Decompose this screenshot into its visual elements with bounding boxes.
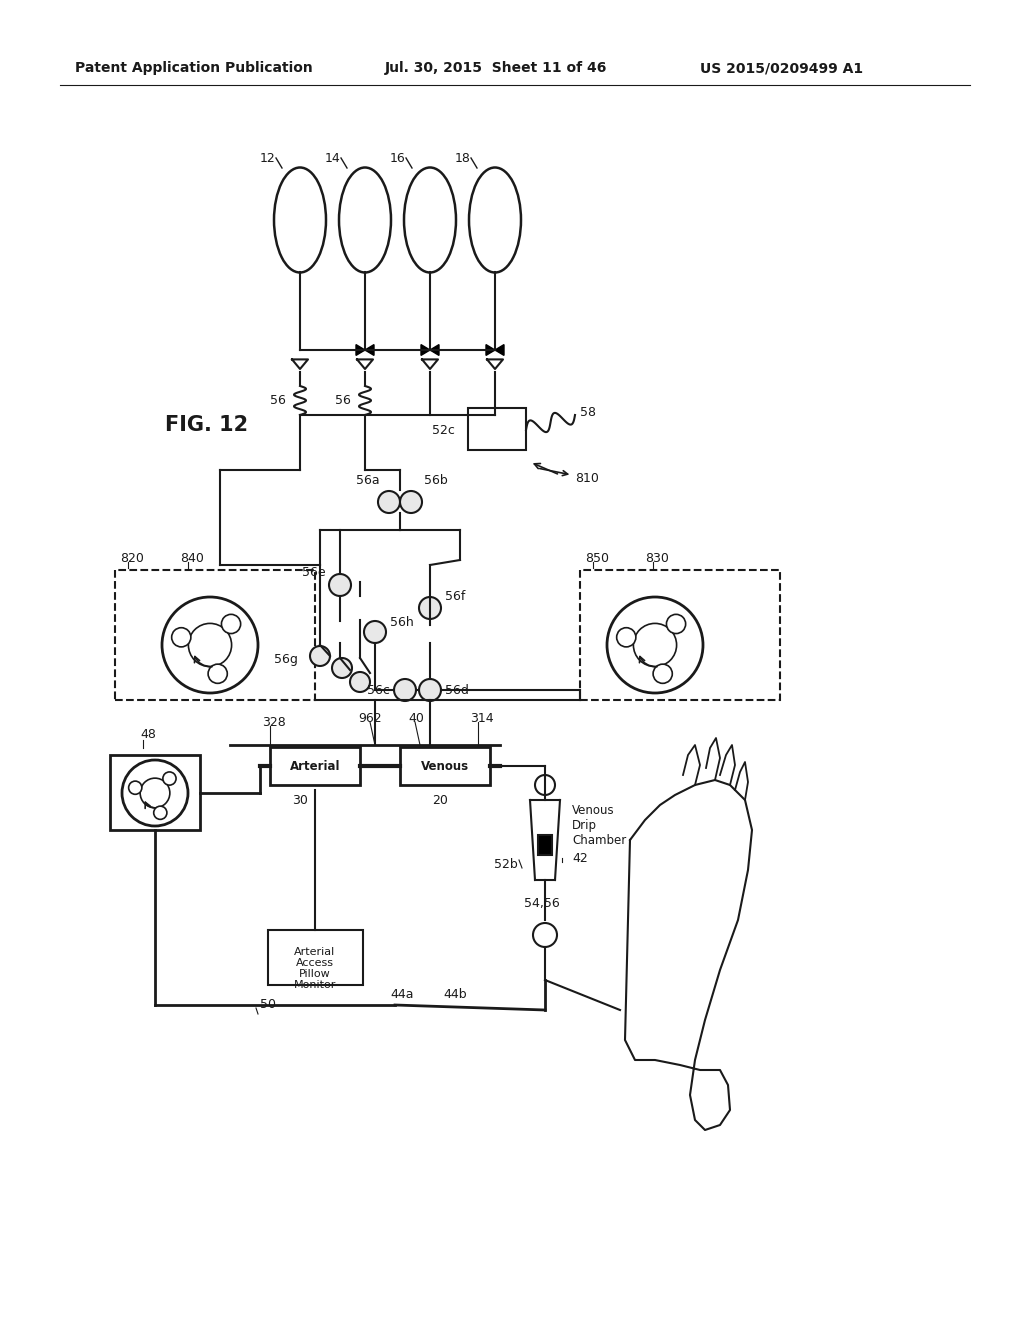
Text: Arterial: Arterial: [290, 760, 340, 774]
Bar: [115, 570, 315, 700]
Text: 56c: 56c: [368, 684, 390, 697]
Text: US 2015/0209499 A1: US 2015/0209499 A1: [700, 61, 863, 75]
Bar: [468, 408, 526, 450]
Circle shape: [378, 491, 400, 513]
Text: 56a: 56a: [356, 474, 380, 487]
Text: 50: 50: [260, 998, 276, 1011]
Text: 56: 56: [335, 393, 351, 407]
Circle shape: [208, 664, 227, 684]
Text: 962: 962: [358, 711, 382, 725]
Circle shape: [163, 772, 176, 785]
Text: Pillow: Pillow: [299, 969, 331, 979]
Text: Chamber: Chamber: [572, 833, 627, 846]
Text: 314: 314: [470, 711, 494, 725]
Bar: [268, 931, 362, 985]
Text: Venous: Venous: [572, 804, 614, 817]
Circle shape: [400, 491, 422, 513]
Text: Patent Application Publication: Patent Application Publication: [75, 61, 312, 75]
Circle shape: [616, 628, 636, 647]
Text: 830: 830: [645, 552, 669, 565]
Text: Access: Access: [296, 958, 334, 968]
Text: 52c: 52c: [432, 424, 455, 437]
Text: 52b: 52b: [495, 858, 518, 871]
Circle shape: [310, 645, 330, 667]
Text: 54,56: 54,56: [524, 896, 560, 909]
Text: 820: 820: [120, 552, 144, 565]
Polygon shape: [495, 345, 504, 355]
Text: 56h: 56h: [390, 615, 414, 628]
Text: 42: 42: [572, 851, 588, 865]
Text: 850: 850: [585, 552, 609, 565]
Bar: [580, 570, 780, 700]
Text: 40: 40: [408, 711, 424, 725]
Text: Arterial: Arterial: [294, 946, 336, 957]
Text: 56f: 56f: [445, 590, 465, 603]
Text: 56d: 56d: [445, 684, 469, 697]
Circle shape: [129, 781, 142, 795]
Polygon shape: [421, 345, 430, 355]
Text: 328: 328: [262, 715, 286, 729]
Circle shape: [332, 657, 352, 678]
Bar: [400, 747, 490, 785]
Text: Monitor: Monitor: [294, 979, 336, 990]
Text: 44a: 44a: [390, 989, 414, 1002]
Text: 810: 810: [540, 469, 599, 484]
Text: Drip: Drip: [572, 818, 597, 832]
Text: FIG. 12: FIG. 12: [165, 414, 248, 436]
Text: Jul. 30, 2015  Sheet 11 of 46: Jul. 30, 2015 Sheet 11 of 46: [385, 61, 607, 75]
Circle shape: [394, 678, 416, 701]
Text: 20: 20: [432, 793, 447, 807]
Polygon shape: [356, 345, 365, 355]
Text: 56e: 56e: [302, 565, 326, 578]
Text: 56g: 56g: [274, 653, 298, 667]
Bar: [270, 747, 360, 785]
Text: 18: 18: [455, 152, 471, 165]
Text: 30: 30: [292, 793, 308, 807]
Circle shape: [653, 664, 673, 684]
Text: 44b: 44b: [443, 989, 467, 1002]
Text: 840: 840: [180, 552, 204, 565]
Circle shape: [350, 672, 370, 692]
Text: 14: 14: [326, 152, 341, 165]
Bar: [110, 755, 200, 830]
Bar: [538, 836, 552, 855]
Text: Venous: Venous: [421, 760, 469, 774]
Text: 48: 48: [140, 729, 156, 742]
Text: 58: 58: [580, 407, 596, 420]
Circle shape: [419, 597, 441, 619]
Polygon shape: [430, 345, 439, 355]
Circle shape: [419, 678, 441, 701]
Polygon shape: [365, 345, 374, 355]
Circle shape: [221, 614, 241, 634]
Text: 16: 16: [390, 152, 406, 165]
Circle shape: [364, 620, 386, 643]
Text: 56b: 56b: [424, 474, 447, 487]
Polygon shape: [486, 345, 495, 355]
Circle shape: [154, 807, 167, 820]
Circle shape: [172, 628, 190, 647]
Circle shape: [329, 574, 351, 597]
Text: 12: 12: [260, 152, 275, 165]
Circle shape: [667, 614, 686, 634]
Text: 56: 56: [270, 393, 286, 407]
